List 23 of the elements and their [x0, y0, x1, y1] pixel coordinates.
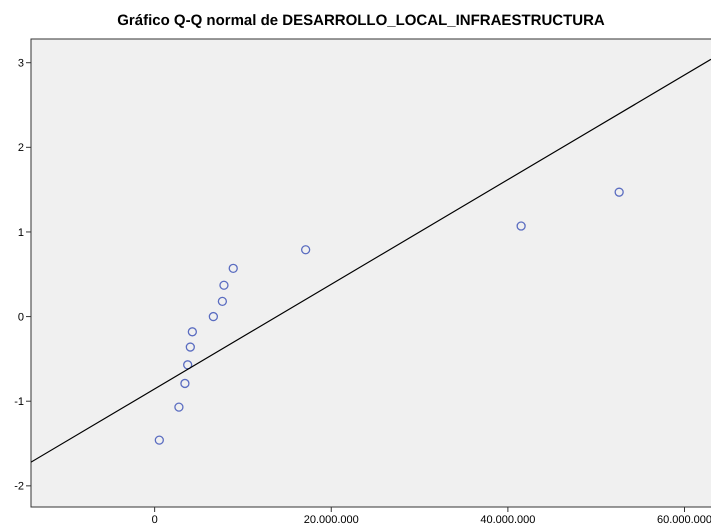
y-tick-label: -2 [14, 480, 24, 493]
x-tick-label: 20.000.000 [304, 514, 359, 526]
point [228, 264, 238, 273]
y-tick-label: 0 [18, 311, 24, 324]
y-tick-label: 2 [18, 142, 24, 154]
point [208, 312, 218, 322]
point [219, 280, 229, 290]
point [218, 296, 228, 306]
point [180, 378, 190, 388]
point [183, 360, 192, 370]
x-tick-label: 0 [152, 514, 158, 526]
point [516, 221, 526, 231]
y-tick-label: -1 [14, 396, 24, 408]
point [186, 342, 195, 352]
point [154, 435, 164, 445]
chart-title: Gráfico Q-Q normal de DESARROLLO_LOCAL_INFRAESTRUCTURA [117, 12, 605, 29]
x-tick-label: 40.000.000 [480, 514, 536, 526]
y-tick-label: 3 [18, 58, 24, 70]
y-tick-label: 1 [18, 226, 24, 239]
point [188, 327, 197, 336]
point [614, 188, 624, 197]
point [174, 402, 184, 412]
point [301, 245, 310, 254]
